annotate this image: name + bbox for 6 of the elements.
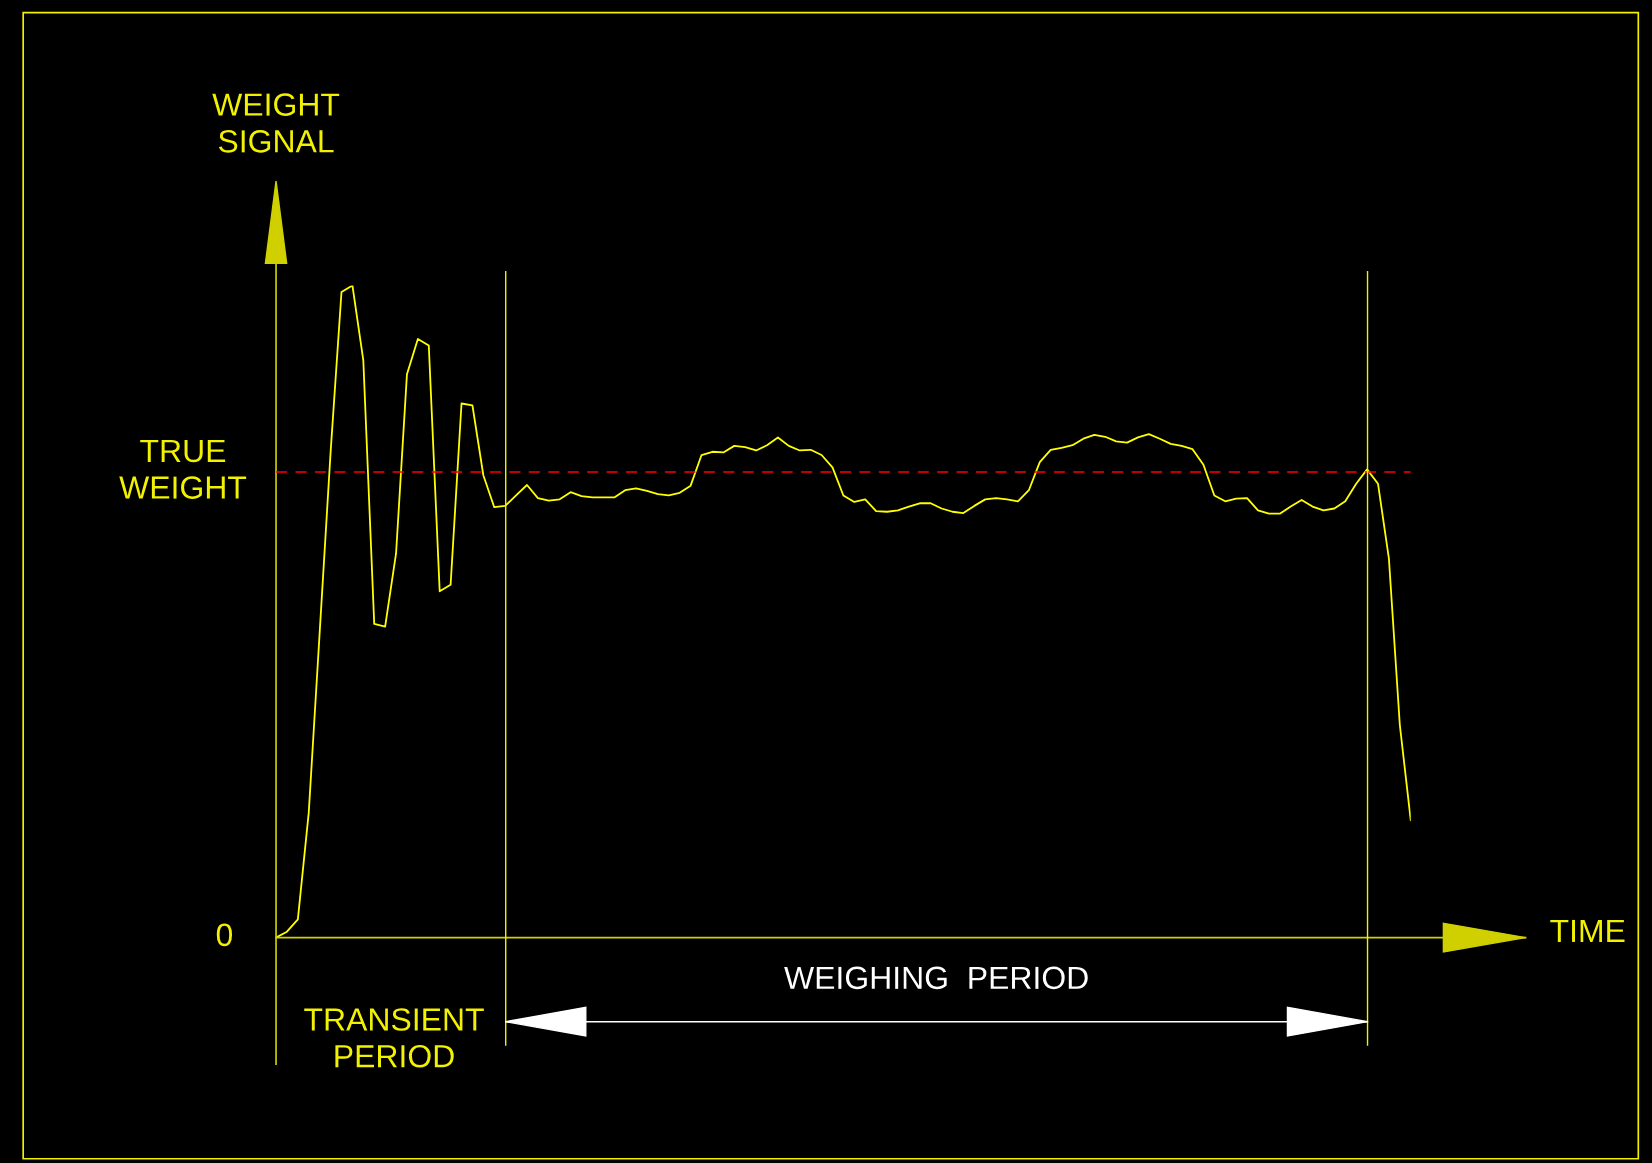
text: TRANSIENT PERIOD (304, 1008, 484, 1068)
text: 0 (216, 923, 233, 947)
y-axis-title: WEIGHT SIGNAL (212, 93, 340, 153)
x-axis-title: TIME (1550, 919, 1625, 942)
text: WEIGHING PERIOD (784, 966, 1088, 990)
ref-line-label: TRUE WEIGHT (119, 439, 247, 499)
